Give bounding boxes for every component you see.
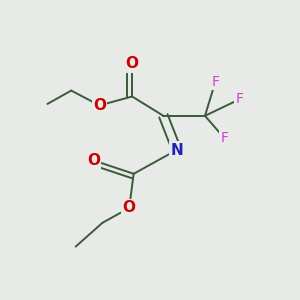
Text: O: O	[126, 56, 139, 71]
Text: F: F	[235, 92, 243, 106]
Text: F: F	[212, 75, 219, 88]
Text: O: O	[87, 153, 100, 168]
Text: O: O	[123, 200, 136, 215]
Text: N: N	[170, 142, 183, 158]
Text: F: F	[220, 131, 228, 145]
Text: O: O	[93, 98, 106, 113]
